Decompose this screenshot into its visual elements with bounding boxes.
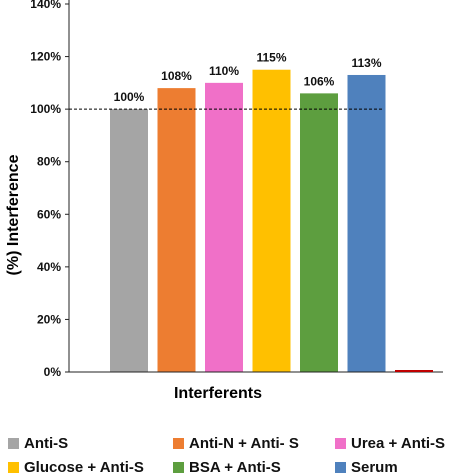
- data-label: 106%: [304, 74, 335, 88]
- y-tick-label: 40%: [37, 260, 61, 274]
- legend-swatch: [335, 438, 346, 449]
- y-tick-label: 140%: [30, 0, 61, 11]
- legend-swatch: [173, 462, 184, 473]
- y-tick-label: 100%: [30, 102, 61, 116]
- data-label: 110%: [209, 64, 239, 78]
- y-tick-label: 0%: [44, 365, 62, 379]
- y-tick-label: 120%: [30, 50, 61, 64]
- data-label: 113%: [351, 56, 381, 70]
- bar: [347, 74, 386, 372]
- y-tick-label: 60%: [37, 207, 61, 221]
- data-label: 100%: [114, 90, 145, 104]
- legend-swatch: [335, 462, 346, 473]
- x-axis-title: Interferents: [174, 385, 262, 402]
- legend-label: Anti-S: [24, 435, 68, 452]
- legend-swatch: [173, 438, 184, 449]
- bar: [110, 109, 148, 373]
- bar: [157, 88, 196, 372]
- bar: [252, 69, 291, 372]
- legend-label: Serum: [351, 459, 398, 474]
- legend-swatch: [8, 438, 19, 449]
- y-axis-title: (%) Interference: [5, 154, 22, 275]
- data-label: 115%: [256, 51, 286, 65]
- bar: [205, 82, 243, 372]
- data-label: 108%: [161, 69, 192, 83]
- y-tick-label: 80%: [37, 155, 61, 169]
- y-tick-label: 20%: [37, 312, 61, 326]
- legend-label: Anti-N + Anti- S: [189, 435, 299, 452]
- legend-label: BSA + Anti-S: [189, 459, 281, 474]
- legend-label: Urea + Anti-S: [351, 435, 445, 452]
- legend-swatch: [8, 462, 19, 473]
- legend-label: Glucose + Anti-S: [24, 459, 144, 474]
- bar: [300, 93, 338, 372]
